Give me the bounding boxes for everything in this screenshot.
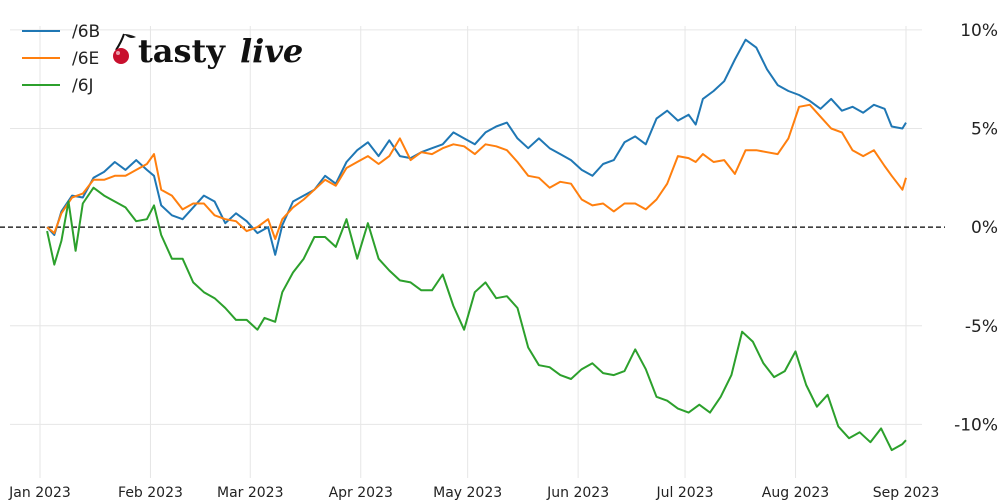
- series-line-6b: [46, 38, 907, 256]
- logo-text-italic: live: [240, 32, 303, 70]
- y-tick-label: 0%: [971, 218, 998, 238]
- legend-label: /6B: [72, 22, 100, 42]
- x-tick-label: Sep 2023: [873, 485, 939, 501]
- legend: /6B/6E/6J: [22, 22, 100, 96]
- x-tick-label: Jun 2023: [546, 485, 609, 501]
- legend-label: /6J: [72, 76, 94, 96]
- x-tick-label: Jul 2023: [656, 485, 714, 501]
- grid: [10, 26, 922, 478]
- y-tick-label: 5%: [971, 120, 998, 140]
- logo-text-plain: tasty: [138, 32, 226, 70]
- series-line-6j: [46, 186, 907, 452]
- x-tick-label: May 2023: [433, 485, 502, 501]
- x-tick-label: Aug 2023: [762, 485, 829, 501]
- x-tick-label: Apr 2023: [329, 485, 393, 501]
- cherry-icon: [113, 33, 136, 64]
- x-tick-label: Feb 2023: [118, 485, 183, 501]
- series-line-6e: [46, 103, 907, 240]
- y-tick-label: -10%: [954, 415, 998, 435]
- series-group: [46, 38, 907, 452]
- x-axis-ticks: Jan 2023 Feb 2023 Mar 2023 Apr 2023 May 2023…: [8, 485, 939, 501]
- y-axis-ticks: 10% 5% 0% -5% -10%: [954, 21, 998, 436]
- x-tick-label: Jan 2023: [8, 485, 71, 501]
- y-tick-label: -5%: [965, 317, 998, 337]
- tastylive-logo: tasty live: [113, 32, 303, 70]
- legend-label: /6E: [72, 49, 99, 69]
- y-tick-label: 10%: [960, 21, 998, 41]
- x-tick-label: Mar 2023: [217, 485, 284, 501]
